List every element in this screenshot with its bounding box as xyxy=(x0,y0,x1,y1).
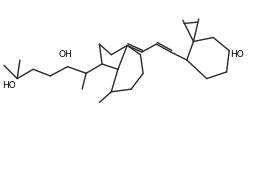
Text: HO: HO xyxy=(2,81,16,90)
Text: OH: OH xyxy=(58,50,72,59)
Text: HO: HO xyxy=(230,50,244,59)
